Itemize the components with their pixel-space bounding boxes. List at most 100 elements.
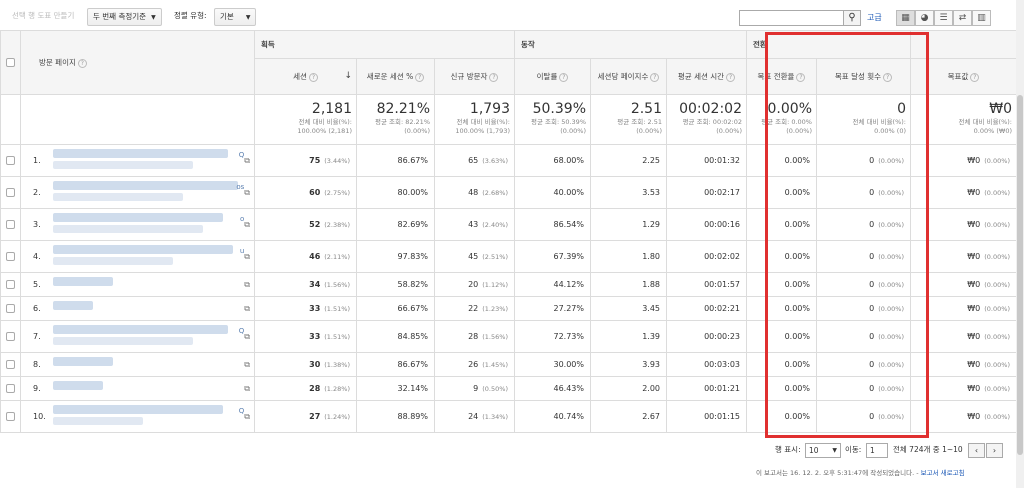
landing-page-cell[interactable]: 1. Q⧉ xyxy=(20,144,255,177)
external-link-icon[interactable]: ⧉ xyxy=(244,359,250,369)
select-all-checkbox[interactable] xyxy=(6,58,15,68)
col-goal-value-header[interactable]: 목표값? xyxy=(910,58,1017,95)
help-icon[interactable]: ? xyxy=(796,72,806,82)
col-goal-completions-header[interactable]: 목표 달성 횟수? xyxy=(816,58,911,95)
totals-cell: 50.39% 평균 조회: 50.39% (0.00%) xyxy=(514,94,591,145)
col-bounce-rate-header[interactable]: 이탈률? xyxy=(514,58,591,95)
goal-completions-pct: (0.00%) xyxy=(878,253,904,261)
avg-duration-value: 00:03:03 xyxy=(704,360,740,369)
help-icon[interactable]: ? xyxy=(650,72,660,82)
landing-page-cell[interactable]: 4. u⧉ xyxy=(20,240,255,273)
rows-per-page-select[interactable]: 10 ▼ xyxy=(805,443,841,458)
pages-per-session-value: 2.25 xyxy=(642,156,660,165)
row-checkbox[interactable] xyxy=(6,156,15,165)
sort-descending-icon[interactable]: ↓ xyxy=(344,71,352,81)
col-new-users-header[interactable]: 신규 방문자? xyxy=(434,58,515,95)
sort-type-select[interactable]: 기본 ▼ xyxy=(214,8,257,26)
row-checkbox[interactable] xyxy=(6,360,15,369)
col-goal-conversion-rate-header[interactable]: 목표 전환율? xyxy=(746,58,817,95)
external-link-icon[interactable]: ⧉ xyxy=(244,383,250,393)
bounce-rate-value: 86.54% xyxy=(553,220,584,229)
help-icon[interactable]: ? xyxy=(415,72,425,82)
col-sessions-header[interactable]: 세션? ↓ xyxy=(254,58,357,95)
landing-page-cell[interactable]: 10. Q⧉ xyxy=(20,400,255,433)
goto-page-input[interactable]: 1 xyxy=(866,443,888,458)
dimension-header-label: 방문 페이지 xyxy=(39,58,76,67)
goal-conversion-cell: 0.00% xyxy=(746,240,817,273)
sessions-pct: (1.28%) xyxy=(324,385,350,393)
landing-page-cell[interactable]: 3. o⧉ xyxy=(20,208,255,241)
totals-value: 0 xyxy=(897,101,906,117)
help-icon[interactable]: ? xyxy=(970,72,980,82)
new-users-pct: (1.23%) xyxy=(482,305,508,313)
pivot-view-icon[interactable]: ▥ xyxy=(972,10,991,26)
next-page-button[interactable]: › xyxy=(986,443,1003,458)
grid-view-icon[interactable]: ▦ xyxy=(896,10,915,26)
table-row[interactable]: 8. ⧉ 30 (1.38%) 86.67% 26 (1.45%) 30.00% 3.93 00:… xyxy=(0,352,1017,377)
table-row[interactable]: 6. ⧉ 33 (1.51%) 66.67% 22 (1.23%) 27.27% 3.45 00:… xyxy=(0,296,1017,321)
advanced-filter-link[interactable]: 고급 xyxy=(867,13,882,22)
row-checkbox[interactable] xyxy=(6,332,15,341)
row-checkbox[interactable] xyxy=(6,304,15,313)
external-link-icon[interactable]: ⧉ xyxy=(244,303,250,313)
create-chart-button[interactable]: 선택 행 도표 만들기 xyxy=(12,11,75,20)
row-checkbox[interactable] xyxy=(6,252,15,261)
secondary-dimension-select[interactable]: 두 번째 측정기준 ▼ xyxy=(87,8,162,26)
bounce-rate-cell: 68.00% xyxy=(514,144,591,177)
col-new-sessions-pct-header[interactable]: 새로운 세션 %? xyxy=(356,58,435,95)
scrollbar-thumb[interactable] xyxy=(1017,95,1023,455)
bounce-rate-cell: 30.00% xyxy=(514,352,591,377)
col-pages-per-session-header[interactable]: 세션당 페이지수? xyxy=(590,58,667,95)
help-icon[interactable]: ? xyxy=(308,72,318,82)
row-checkbox[interactable] xyxy=(6,280,15,289)
external-link-icon[interactable]: ⧉ xyxy=(244,411,250,421)
compare-view-icon[interactable]: ⇄ xyxy=(953,10,972,26)
table-row[interactable]: 3. o⧉ 52 (2.38%) 82.69% 43 (2.40%) 86.54% 1.29 00… xyxy=(0,208,1017,241)
table-row[interactable]: 7. Q⧉ 33 (1.51%) 84.85% 28 (1.56%) 72.73% 1.39 00… xyxy=(0,320,1017,353)
search-icon[interactable]: ⚲ xyxy=(843,10,861,26)
table-row[interactable]: 4. u⧉ 46 (2.11%) 97.83% 45 (2.51%) 67.39% 1.80 00… xyxy=(0,240,1017,273)
table-row[interactable]: 9. ⧉ 28 (1.28%) 32.14% 9 (0.50%) 46.43% 2.00 00:0… xyxy=(0,376,1017,401)
goal-conversion-value: 0.00% xyxy=(784,188,810,197)
external-link-icon[interactable]: ⧉ xyxy=(244,155,250,165)
help-icon[interactable]: ? xyxy=(489,72,499,82)
table-row[interactable]: 10. Q⧉ 27 (1.24%) 88.89% 24 (1.34%) 40.74% 2.67 0… xyxy=(0,400,1017,433)
totals-subtext: 0.00% (0) xyxy=(874,127,906,135)
landing-page-cell[interactable]: 6. ⧉ xyxy=(20,296,255,321)
row-checkbox[interactable] xyxy=(6,188,15,197)
goal-value-value: ₩0 xyxy=(967,360,981,369)
help-icon[interactable]: ? xyxy=(726,72,736,82)
row-select-cell xyxy=(0,296,21,321)
external-link-icon[interactable]: ⧉ xyxy=(244,187,250,197)
landing-page-cell[interactable]: 5. ⧉ xyxy=(20,272,255,297)
col-avg-duration-header[interactable]: 평균 세션 시간? xyxy=(666,58,747,95)
table-row[interactable]: 5. ⧉ 34 (1.56%) 58.82% 20 (1.12%) 44.12% 1.88 00:… xyxy=(0,272,1017,297)
table-row[interactable]: 1. Q⧉ 75 (3.44%) 86.67% 65 (3.63%) 68.00% 2.25 00… xyxy=(0,144,1017,177)
new-users-pct: (0.50%) xyxy=(482,385,508,393)
help-icon[interactable]: ? xyxy=(883,72,893,82)
refresh-report-link[interactable]: 보고서 새로고침 xyxy=(920,469,965,477)
landing-page-cell[interactable]: 9. ⧉ xyxy=(20,376,255,401)
search-input[interactable] xyxy=(739,10,844,26)
row-checkbox[interactable] xyxy=(6,384,15,393)
external-link-icon[interactable]: ⧉ xyxy=(244,219,250,229)
goal-value-value: ₩0 xyxy=(967,384,981,393)
help-icon[interactable]: ? xyxy=(559,72,569,82)
landing-page-cell[interactable]: 8. ⧉ xyxy=(20,352,255,377)
dimension-header[interactable]: 방문 페이지? xyxy=(20,30,255,95)
pie-view-icon[interactable]: ◕ xyxy=(915,10,934,26)
external-link-icon[interactable]: ⧉ xyxy=(244,251,250,261)
table-row[interactable]: 2. os⧉ 60 (2.75%) 80.00% 48 (2.68%) 40.00% 3.53 0… xyxy=(0,176,1017,209)
landing-page-cell[interactable]: 7. Q⧉ xyxy=(20,320,255,353)
row-checkbox[interactable] xyxy=(6,412,15,421)
external-link-icon[interactable]: ⧉ xyxy=(244,279,250,289)
help-icon[interactable]: ? xyxy=(77,58,87,68)
totals-subtext: (0.00%) xyxy=(560,127,586,135)
bar-view-icon[interactable]: ☰ xyxy=(934,10,953,26)
goal-completions-value: 0 xyxy=(869,332,875,341)
landing-page-cell[interactable]: 2. os⧉ xyxy=(20,176,255,209)
prev-page-button[interactable]: ‹ xyxy=(968,443,985,458)
external-link-icon[interactable]: ⧉ xyxy=(244,331,250,341)
row-checkbox[interactable] xyxy=(6,220,15,229)
new-users-value: 45 xyxy=(468,252,479,261)
